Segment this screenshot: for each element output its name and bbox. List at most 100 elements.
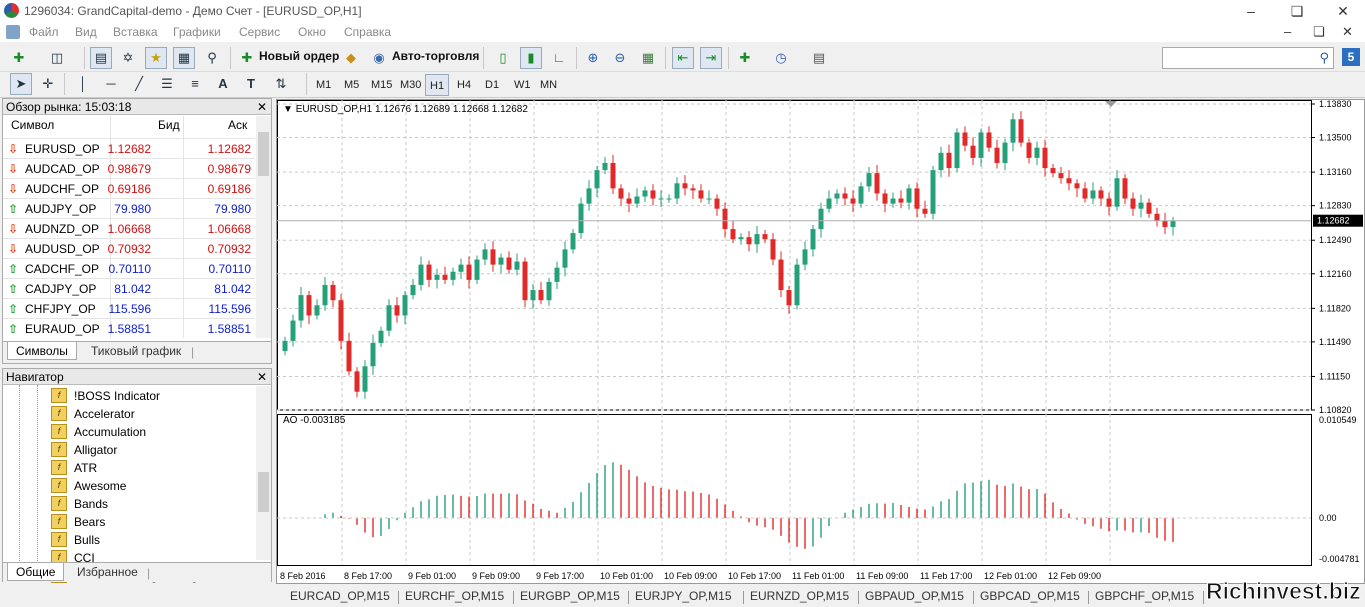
new-order-button[interactable]: Новый ордер <box>259 49 340 63</box>
profiles-icon[interactable]: ◫ <box>50 50 64 65</box>
trendline-icon[interactable]: ╱ <box>135 76 143 91</box>
timeframe-h4[interactable]: H4 <box>457 79 472 91</box>
vertical-line-icon[interactable]: │ <box>78 76 88 91</box>
market-watch-row[interactable]: ⇧ EURAUD_OP 1.58851 1.58851 <box>3 318 255 338</box>
tab-favorites[interactable]: Избранное <box>77 565 138 579</box>
timeframe-h1[interactable]: H1 <box>425 74 450 96</box>
chart-tab[interactable]: EURCAD_OP,M15 <box>290 589 390 603</box>
chart-tab[interactable]: GBPCHF_OP,M15 <box>1095 589 1195 603</box>
search-input[interactable]: ⚲ <box>1162 47 1334 69</box>
search-icon[interactable]: ⚲ <box>1319 50 1329 65</box>
templates-icon[interactable]: ▤ <box>812 50 826 65</box>
new-chart-icon[interactable]: ✚ <box>13 50 25 65</box>
close-window-button[interactable]: ✕ <box>1337 3 1349 19</box>
timeframe-m1[interactable]: M1 <box>316 79 332 91</box>
market-watch-row[interactable]: ⇩ AUDCHF_OP 0.69186 0.69186 <box>3 178 255 198</box>
chart-tab[interactable]: EURGBP_OP,M15 <box>520 589 620 603</box>
timeframe-m30[interactable]: M30 <box>400 79 422 91</box>
chart-tab[interactable]: GBPCAD_OP,M15 <box>980 589 1080 603</box>
tab-common[interactable]: Общие <box>7 563 65 581</box>
arrows-icon[interactable]: ⇅ <box>275 76 287 91</box>
fibonacci-icon[interactable]: ≡ <box>191 76 199 91</box>
market-watch-icon[interactable]: ▤ <box>90 47 112 69</box>
mdi-close-button[interactable]: ✕ <box>1342 24 1353 39</box>
arrow-down-icon: ⇩ <box>8 162 19 176</box>
market-watch-row[interactable]: ⇧ AUDJPY_OP 79.980 79.980 <box>3 198 255 218</box>
chart-tab[interactable]: EURNZD_OP,M15 <box>750 589 850 603</box>
candle <box>370 342 376 367</box>
candlestick-icon[interactable]: ▮ <box>520 47 542 69</box>
navigator-panel: Навигатор ✕ f !BOSS Indicator f Accelerator… <box>2 368 272 583</box>
menu-file[interactable]: Файл <box>29 25 59 39</box>
market-watch-row[interactable]: ⇩ AUDCAD_OP 0.98679 0.98679 <box>3 158 255 178</box>
crosshair-icon[interactable]: ✛ <box>42 76 54 91</box>
indicators-icon[interactable]: ✚ <box>739 50 751 65</box>
market-watch-row[interactable]: ⇧ CADJPY_OP 81.042 81.042 <box>3 278 255 298</box>
market-watch-row[interactable]: ⇧ CHFJPY_OP 115.596 115.596 <box>3 298 255 318</box>
minimize-button[interactable]: – <box>1247 3 1255 19</box>
chart-tab[interactable]: GBPAUD_OP,M15 <box>865 589 964 603</box>
menu-insert[interactable]: Вставка <box>113 25 158 39</box>
auto-scroll-icon[interactable]: ⇥ <box>700 47 722 69</box>
menu-help[interactable]: Справка <box>344 25 392 39</box>
chart-window[interactable]: 1.13830 1.13500 1.13160 1.12830 1.12490 1.121… <box>276 99 1365 584</box>
close-icon[interactable]: ✕ <box>256 370 267 384</box>
chart-shift-icon[interactable]: ⇤ <box>672 47 694 69</box>
chart-tab[interactable]: EURJPY_OP,M15 <box>635 589 732 603</box>
market-watch-row[interactable]: ⇩ AUDUSD_OP 0.70932 0.70932 <box>3 238 255 258</box>
text-label-icon[interactable]: T <box>247 76 255 91</box>
market-watch-scrollbar[interactable] <box>256 116 271 338</box>
arrow-up-icon: ⇧ <box>8 322 19 336</box>
signals-icon[interactable]: 5 <box>1342 48 1360 66</box>
menu-tools[interactable]: Сервис <box>239 25 281 39</box>
terminal-icon[interactable]: ▦ <box>173 47 195 69</box>
menu-charts[interactable]: Графики <box>173 25 221 39</box>
periods-icon[interactable]: ◷ <box>775 50 787 65</box>
menu-view[interactable]: Вид <box>75 25 97 39</box>
tab-symbols[interactable]: Символы <box>7 342 77 360</box>
mdi-restore-button[interactable]: ❏ <box>1313 24 1325 39</box>
candle <box>1034 147 1040 158</box>
column-symbol[interactable]: Символ <box>11 118 55 132</box>
close-icon[interactable]: ✕ <box>256 100 267 114</box>
navigator-scrollbar[interactable] <box>256 386 271 560</box>
market-watch-row[interactable]: ⇩ AUDNZD_OP 1.06668 1.06668 <box>3 218 255 238</box>
menu-window[interactable]: Окно <box>298 25 326 39</box>
timeframe-mn[interactable]: MN <box>540 79 558 91</box>
column-ask[interactable]: Аск <box>228 118 248 132</box>
text-icon[interactable]: A <box>218 76 228 91</box>
navigator-icon[interactable]: ★ <box>145 47 167 69</box>
candle <box>330 284 336 301</box>
timeframe-m15[interactable]: M15 <box>371 79 393 91</box>
timeframe-w1[interactable]: W1 <box>514 79 531 91</box>
bar-chart-icon[interactable]: ▯ <box>499 50 507 65</box>
horizontal-line-icon[interactable]: ─ <box>106 76 116 91</box>
ask-value: 81.042 <box>214 282 251 296</box>
child-window-icon[interactable] <box>6 25 20 39</box>
market-watch-row[interactable]: ⇧ CADCHF_OP 0.70110 0.70110 <box>3 258 255 278</box>
timeframe-m5[interactable]: M5 <box>344 79 360 91</box>
market-watch-row[interactable]: ⇩ EURUSD_OP 1.12682 1.12682 <box>3 138 255 158</box>
candle <box>578 203 584 234</box>
candle <box>770 239 776 260</box>
maximize-button[interactable]: ❏ <box>1290 3 1304 19</box>
data-window-icon[interactable]: ✡ <box>122 50 134 65</box>
timeframe-d1[interactable]: D1 <box>485 79 500 91</box>
cursor-icon[interactable]: ➤ <box>10 73 32 95</box>
tile-windows-icon[interactable]: ▦ <box>641 50 655 65</box>
metaeditor-icon[interactable]: ◆ <box>346 50 356 65</box>
mdi-minimize-button[interactable]: – <box>1284 24 1292 39</box>
line-chart-icon[interactable]: ∟ <box>552 50 566 65</box>
chart-canvas[interactable]: 1.13830 1.13500 1.13160 1.12830 1.12490 1.121… <box>277 100 1364 583</box>
strategy-tester-icon[interactable]: ⚲ <box>207 50 217 65</box>
auto-trading-icon[interactable]: ◉ <box>373 50 385 65</box>
tab-tick-chart[interactable]: Тиковый график <box>91 344 182 358</box>
column-bid[interactable]: Бид <box>158 118 180 132</box>
zoom-in-icon[interactable]: ⊕ <box>587 50 599 65</box>
new-order-icon[interactable]: ✚ <box>241 50 253 65</box>
candle <box>962 132 968 146</box>
equidistant-channel-icon[interactable]: ☰ <box>161 76 173 91</box>
zoom-out-icon[interactable]: ⊖ <box>614 50 626 65</box>
auto-trading-button[interactable]: Авто-торговля <box>392 49 480 63</box>
chart-tab[interactable]: EURCHF_OP,M15 <box>405 589 505 603</box>
